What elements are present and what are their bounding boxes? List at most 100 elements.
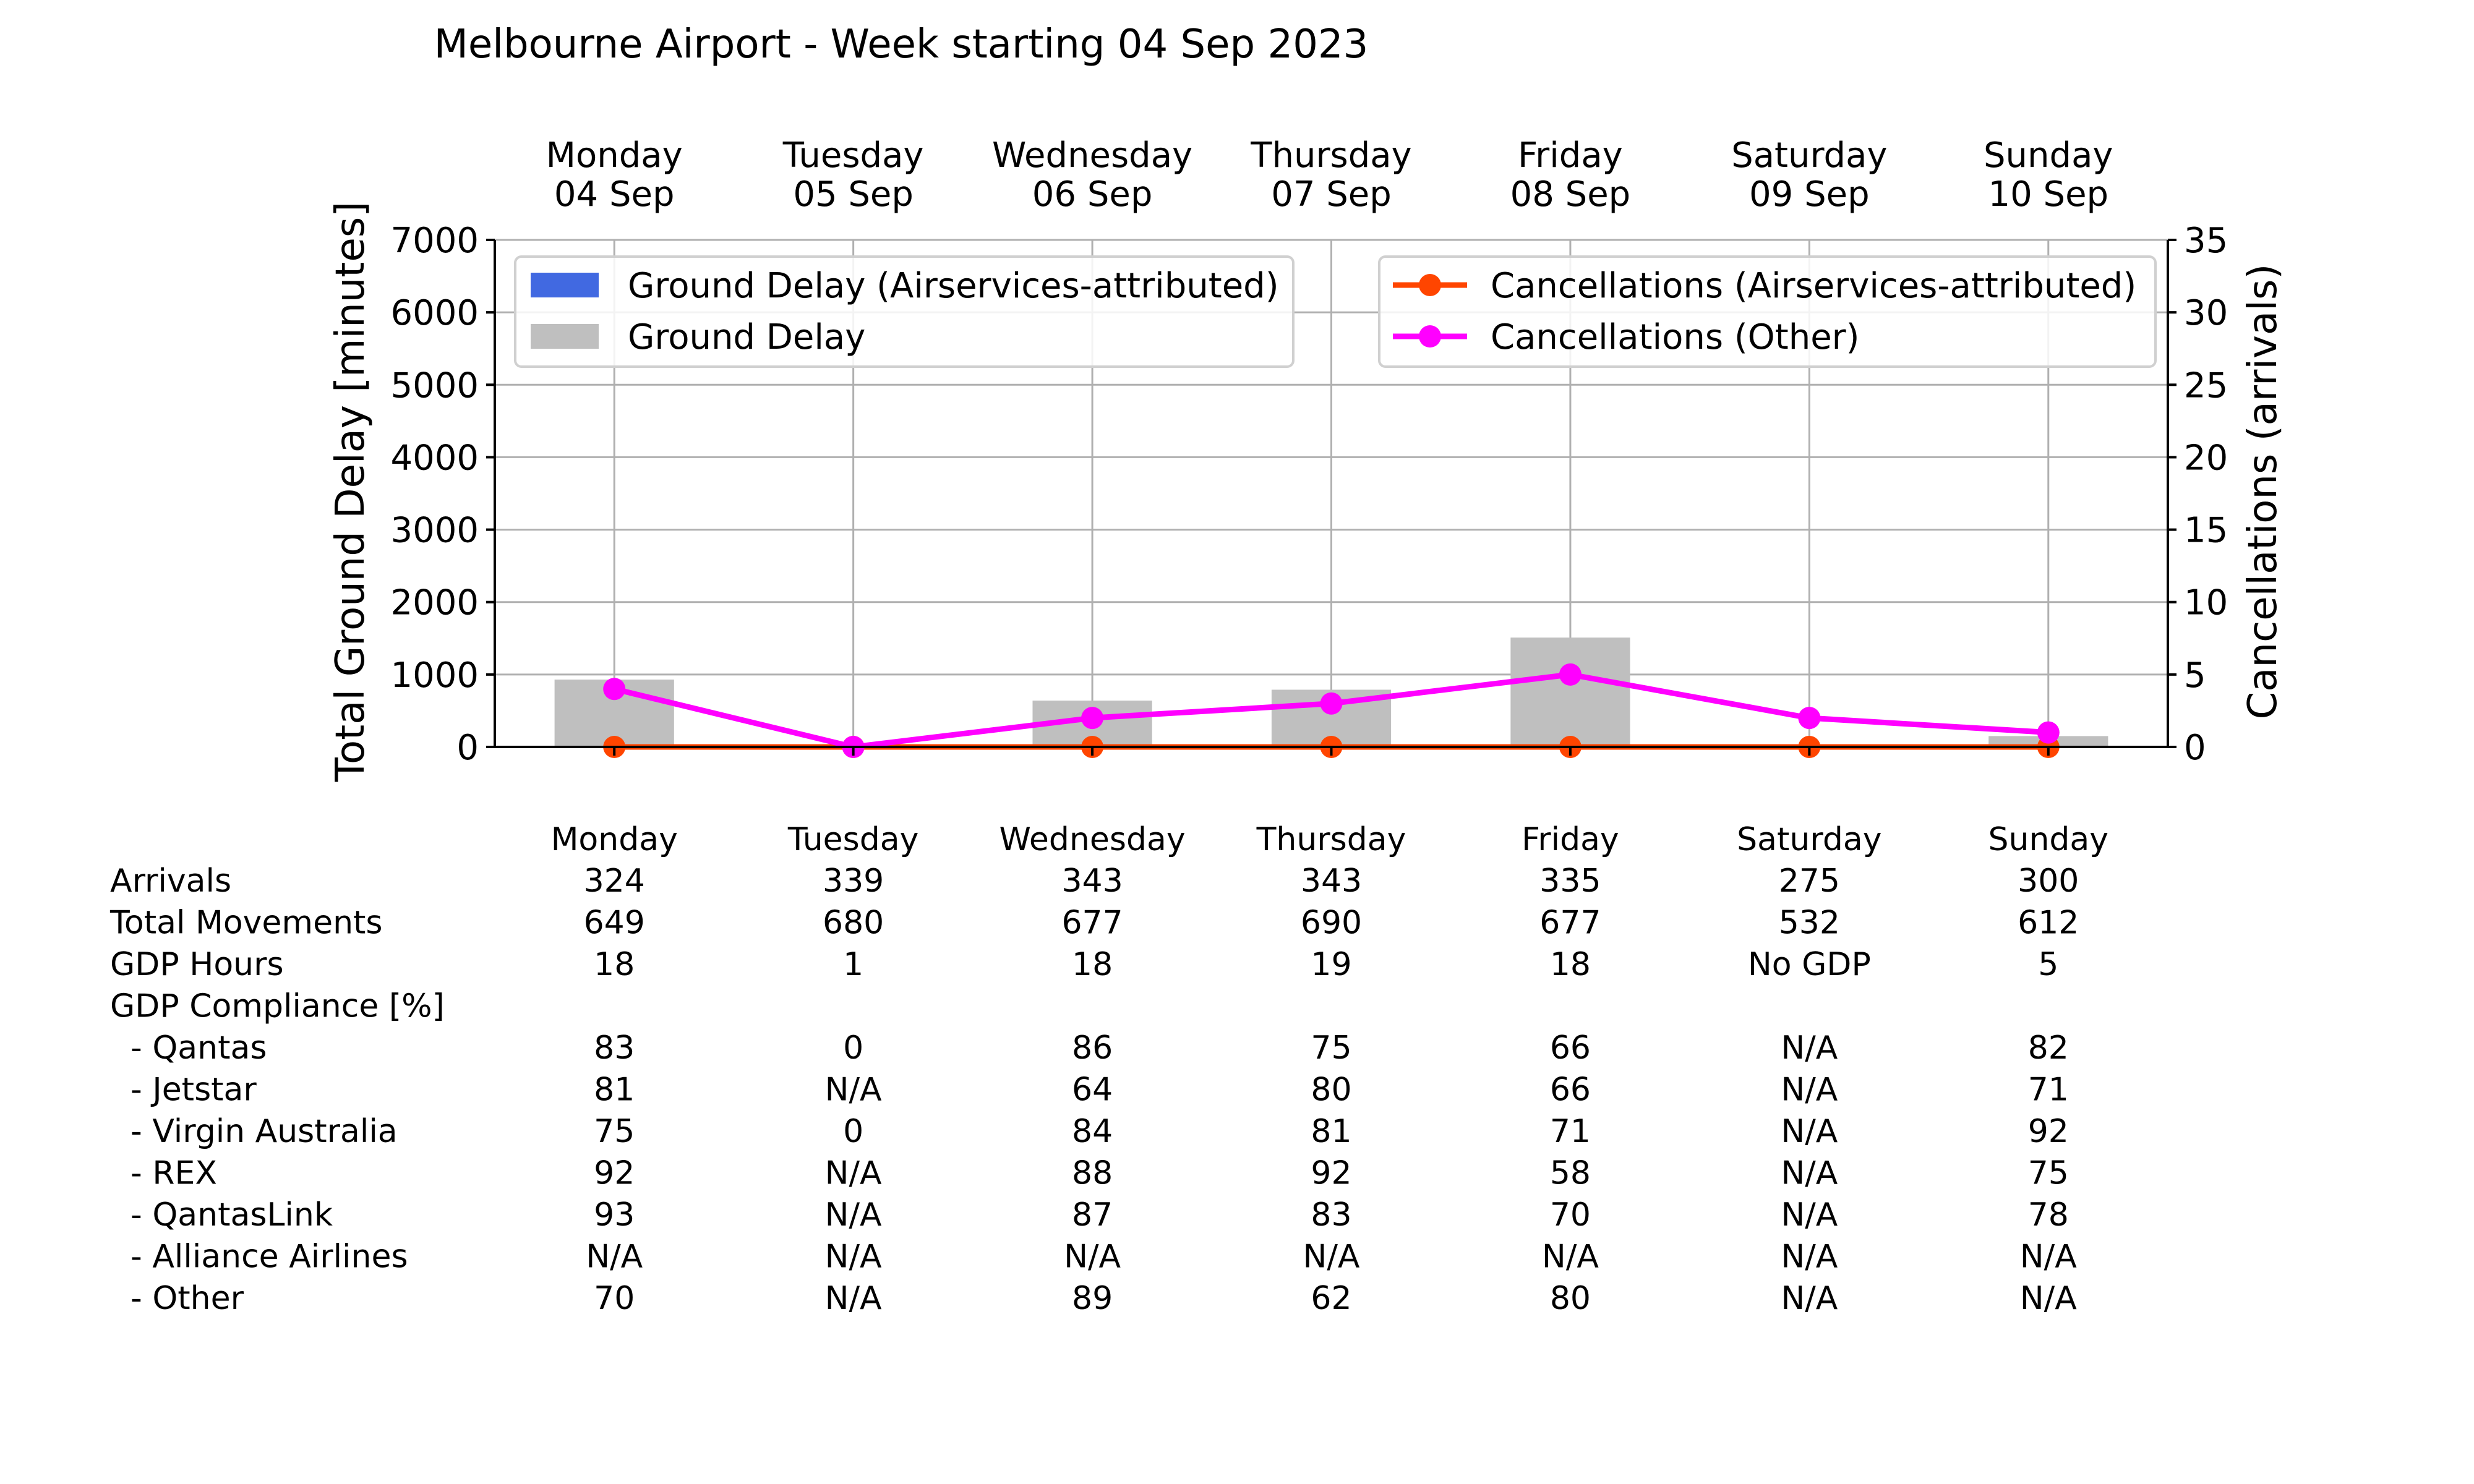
table-cell: 690 xyxy=(1301,905,1362,942)
right-tick-label: 15 xyxy=(2184,511,2228,551)
day-name-label: Sunday xyxy=(1984,135,2113,176)
table-column-header: Wednesday xyxy=(999,821,1186,858)
day-date-label: 10 Sep xyxy=(1988,174,2108,215)
table-cell: 532 xyxy=(1779,905,1840,942)
table-cell: 5 xyxy=(2038,946,2058,983)
bar-ground-delay xyxy=(1510,638,1630,747)
table-cell: 93 xyxy=(594,1196,635,1234)
table-row-label: - Qantas xyxy=(110,1030,267,1067)
day-date-label: 04 Sep xyxy=(554,174,675,215)
legend-label: Ground Delay xyxy=(628,317,865,357)
right-tick-label: 30 xyxy=(2184,293,2228,333)
table-cell: 1 xyxy=(843,946,863,983)
legend-marker xyxy=(1419,325,1441,348)
table-row-label: - Alliance Airlines xyxy=(110,1239,408,1276)
table-cell: 75 xyxy=(1311,1030,1351,1067)
table-cell: 58 xyxy=(1550,1155,1591,1192)
right-y-ticks: 0 5 10 15 20 25 30 35 xyxy=(2168,221,2228,768)
table-cell: N/A xyxy=(1781,1113,1838,1150)
legend-swatch xyxy=(531,324,599,349)
legend-label: Cancellations (Airservices-attributed) xyxy=(1491,266,2136,306)
chart-title: Melbourne Airport - Week starting 04 Sep… xyxy=(434,22,1369,67)
table-cell: N/A xyxy=(1781,1072,1838,1109)
cancellations-other-point xyxy=(603,678,626,701)
table-cell: 92 xyxy=(2028,1113,2069,1150)
right-tick-label: 20 xyxy=(2184,438,2228,478)
legend-marker xyxy=(1419,274,1441,296)
table-cell: 335 xyxy=(1539,863,1601,900)
table-cell: 82 xyxy=(2028,1030,2069,1067)
y-axis-label-right: Cancellations (arrivals) xyxy=(2240,264,2286,720)
table-cell: 71 xyxy=(1550,1113,1591,1150)
table-cell: N/A xyxy=(1781,1239,1838,1276)
table-cell: N/A xyxy=(825,1239,882,1276)
table-cell: 0 xyxy=(843,1113,863,1150)
table-cell: 81 xyxy=(1311,1113,1351,1150)
left-tick-label: 5000 xyxy=(390,365,479,406)
legend-box xyxy=(1378,255,2157,368)
day-date-label: 06 Sep xyxy=(1032,174,1153,215)
right-tick-label: 0 xyxy=(2184,728,2206,768)
table-cell: N/A xyxy=(825,1155,882,1192)
day-date-label: 08 Sep xyxy=(1510,174,1631,215)
legend-swatch xyxy=(531,273,599,297)
table-row-label: GDP Hours xyxy=(110,946,284,983)
table-column-header: Tuesday xyxy=(787,821,919,858)
table-column-header: Saturday xyxy=(1737,821,1881,858)
table-cell: 66 xyxy=(1550,1030,1591,1067)
cancellations-other-point xyxy=(1320,692,1343,715)
table-cell: 649 xyxy=(584,905,645,942)
day-date-label: 05 Sep xyxy=(793,174,914,215)
left-tick-label: 6000 xyxy=(390,293,479,333)
table-cell: 66 xyxy=(1550,1072,1591,1109)
left-y-ticks: 0 1000 2000 3000 4000 5000 6000 7000 xyxy=(390,221,495,768)
right-tick-label: 5 xyxy=(2184,655,2206,696)
table-row-label: - Virgin Australia xyxy=(110,1113,398,1150)
table-cell: N/A xyxy=(2020,1280,2077,1317)
table-cell: N/A xyxy=(1781,1030,1838,1067)
table-cell: 275 xyxy=(1779,863,1840,900)
cancellations-other-point xyxy=(2037,721,2060,744)
table-cell: N/A xyxy=(586,1239,643,1276)
table-cell: 86 xyxy=(1072,1030,1113,1067)
stats-table: Monday Tuesday Wednesday Thursday Friday Satu… xyxy=(109,821,2108,1317)
table-cell: N/A xyxy=(1781,1155,1838,1192)
right-tick-label: 35 xyxy=(2184,221,2228,261)
table-row-label: GDP Compliance [%] xyxy=(110,988,445,1025)
table-cell: N/A xyxy=(1064,1239,1121,1276)
day-date-label: 07 Sep xyxy=(1271,174,1392,215)
table-cell: 92 xyxy=(1311,1155,1351,1192)
table-cell: N/A xyxy=(825,1280,882,1317)
day-date-label: 09 Sep xyxy=(1749,174,1870,215)
table-cell: 677 xyxy=(1061,905,1123,942)
table-column-header: Sunday xyxy=(1988,821,2108,858)
table-cell: 300 xyxy=(2018,863,2079,900)
table-cell: 343 xyxy=(1061,863,1123,900)
table-cell: No GDP xyxy=(1748,946,1871,983)
legend-label: Ground Delay (Airservices-attributed) xyxy=(628,266,1279,306)
table-row-label: - REX xyxy=(110,1155,217,1192)
table-column-header: Friday xyxy=(1522,821,1619,858)
table-cell: 75 xyxy=(2028,1155,2069,1192)
table-cell: 87 xyxy=(1072,1196,1113,1234)
right-tick-label: 25 xyxy=(2184,365,2228,406)
table-cell: 62 xyxy=(1311,1280,1351,1317)
left-tick-label: 1000 xyxy=(390,655,479,696)
table-cell: N/A xyxy=(825,1196,882,1234)
legend-box xyxy=(514,255,1295,368)
left-tick-label: 4000 xyxy=(390,438,479,478)
table-cell: 18 xyxy=(1072,946,1113,983)
cancellations-other-point xyxy=(1559,663,1582,686)
left-tick-label: 0 xyxy=(456,728,479,768)
legend-ground-delay: Ground Delay (Airservices-attributed) Gro… xyxy=(514,255,1295,368)
table-cell: 18 xyxy=(594,946,635,983)
table-cell: 84 xyxy=(1072,1113,1113,1150)
table-cell: 19 xyxy=(1311,946,1351,983)
day-name-label: Tuesday xyxy=(782,135,924,176)
table-cell: 612 xyxy=(2018,905,2079,942)
table-cell: 0 xyxy=(843,1030,863,1067)
cancellations-other-point xyxy=(1081,707,1104,730)
table-cell: 70 xyxy=(1550,1196,1591,1234)
table-column-header: Thursday xyxy=(1256,821,1406,858)
